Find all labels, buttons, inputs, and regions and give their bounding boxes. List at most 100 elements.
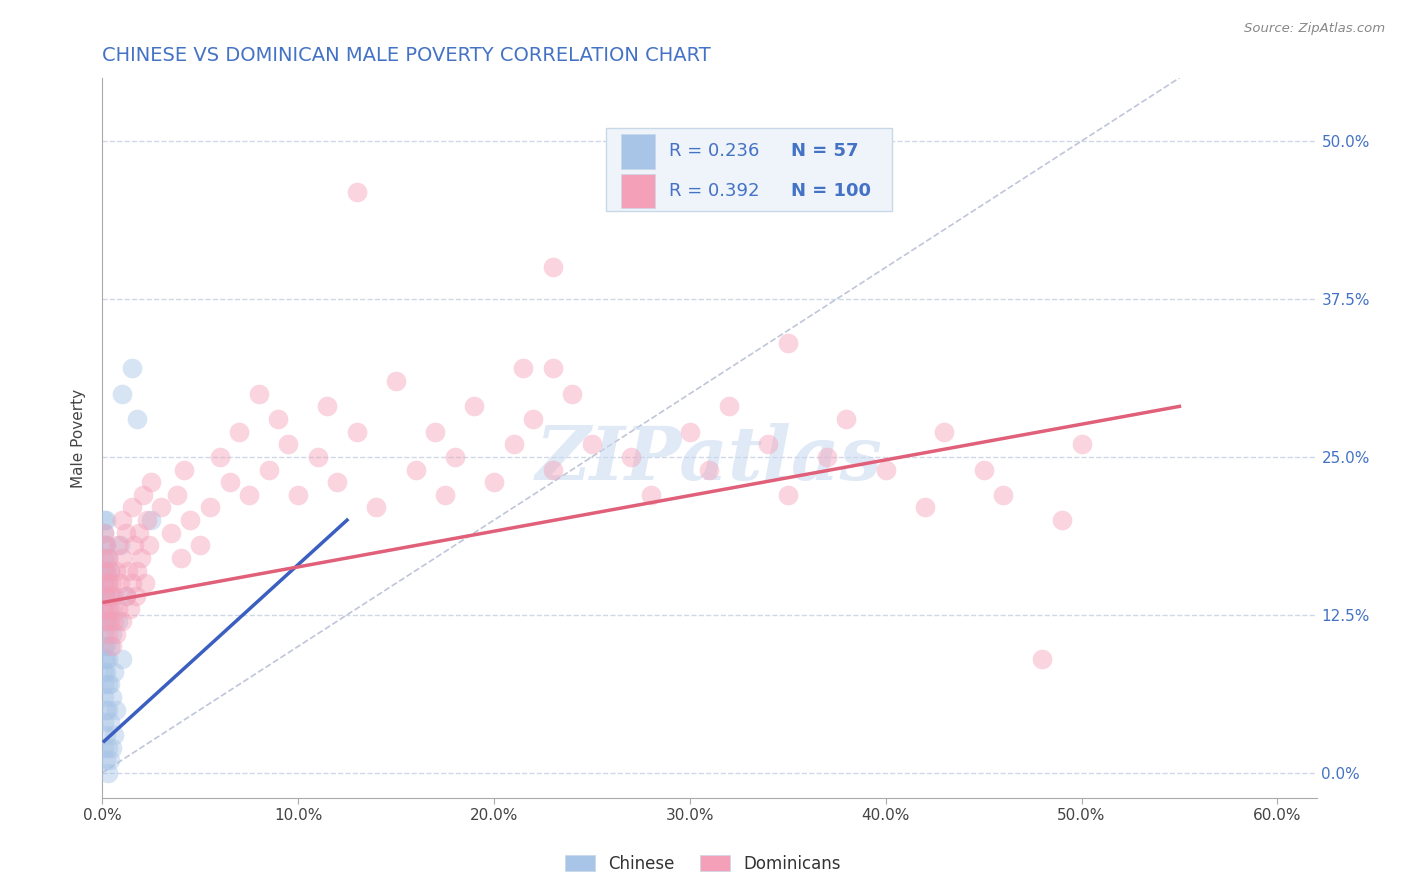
FancyBboxPatch shape	[620, 134, 655, 169]
FancyBboxPatch shape	[620, 174, 655, 209]
Point	[94, 665, 117, 679]
Point	[316, 400, 339, 414]
Point	[149, 500, 172, 515]
Point	[124, 589, 146, 603]
Point	[93, 576, 115, 591]
Point	[94, 640, 117, 654]
Point	[776, 488, 799, 502]
Point	[121, 500, 143, 515]
Point	[93, 601, 115, 615]
Point	[94, 703, 117, 717]
Point	[134, 576, 156, 591]
Point	[104, 564, 127, 578]
Point	[366, 500, 388, 515]
Point	[108, 576, 131, 591]
Point	[107, 614, 129, 628]
Point	[973, 462, 995, 476]
Point	[101, 576, 124, 591]
Point	[93, 677, 115, 691]
Point	[173, 462, 195, 476]
Point	[640, 488, 662, 502]
Point	[267, 412, 290, 426]
Point	[326, 475, 349, 490]
Point	[101, 740, 124, 755]
Point	[97, 627, 120, 641]
Point	[93, 614, 115, 628]
Point	[94, 589, 117, 603]
Point	[218, 475, 240, 490]
Point	[114, 525, 136, 540]
Point	[815, 450, 838, 464]
Point	[131, 551, 153, 566]
Point	[97, 652, 120, 666]
Point	[934, 425, 956, 439]
Point	[93, 538, 115, 552]
Point	[101, 601, 124, 615]
Point	[97, 740, 120, 755]
Point	[136, 513, 159, 527]
Point	[93, 513, 115, 527]
Point	[93, 640, 115, 654]
Point	[97, 601, 120, 615]
Point	[93, 525, 115, 540]
Point	[94, 652, 117, 666]
Point	[188, 538, 211, 552]
Y-axis label: Male Poverty: Male Poverty	[72, 388, 86, 488]
Point	[425, 425, 447, 439]
Point	[93, 601, 115, 615]
Point	[118, 601, 141, 615]
Point	[699, 462, 721, 476]
Point	[121, 361, 143, 376]
Point	[1050, 513, 1073, 527]
Point	[1031, 652, 1053, 666]
Point	[97, 703, 120, 717]
Point	[98, 564, 121, 578]
Point	[541, 361, 564, 376]
Text: R = 0.236: R = 0.236	[669, 142, 759, 161]
Point	[98, 614, 121, 628]
Point	[247, 386, 270, 401]
Text: ZIPatlas: ZIPatlas	[536, 424, 883, 496]
Point	[98, 753, 121, 767]
Point	[98, 677, 121, 691]
Point	[94, 564, 117, 578]
Point	[98, 601, 121, 615]
Point	[93, 715, 115, 730]
Point	[581, 437, 603, 451]
Point	[179, 513, 201, 527]
Point	[138, 538, 160, 552]
Point	[94, 538, 117, 552]
Point	[93, 576, 115, 591]
Text: Source: ZipAtlas.com: Source: ZipAtlas.com	[1244, 22, 1385, 36]
Point	[93, 551, 115, 566]
Point	[238, 488, 260, 502]
Point	[482, 475, 505, 490]
Point	[522, 412, 544, 426]
Point	[97, 614, 120, 628]
Point	[94, 538, 117, 552]
Point	[166, 488, 188, 502]
Point	[94, 728, 117, 742]
Point	[277, 437, 299, 451]
Point	[98, 564, 121, 578]
Point	[127, 564, 149, 578]
Point	[114, 589, 136, 603]
Point	[93, 564, 115, 578]
Point	[107, 538, 129, 552]
Point	[93, 551, 115, 566]
Point	[111, 513, 134, 527]
Point	[159, 525, 181, 540]
Point	[108, 538, 131, 552]
Point	[94, 614, 117, 628]
Point	[679, 425, 702, 439]
Point	[97, 551, 120, 566]
Point	[208, 450, 231, 464]
Point	[104, 627, 127, 641]
Point	[346, 425, 368, 439]
Point	[132, 488, 155, 502]
Text: N = 57: N = 57	[790, 142, 858, 161]
Point	[104, 703, 127, 717]
Point	[346, 185, 368, 199]
Point	[93, 652, 115, 666]
Point	[463, 400, 485, 414]
